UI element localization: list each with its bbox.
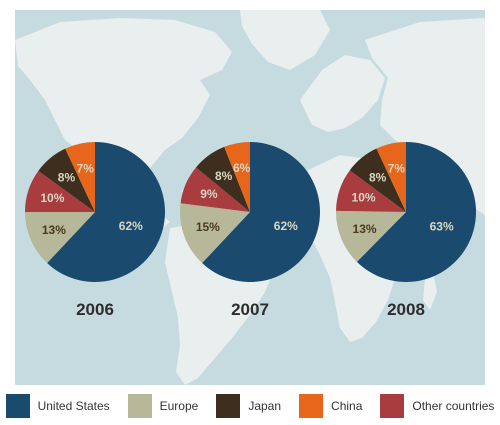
- pie-2007-slice-europe: [179, 203, 250, 264]
- pie-2007-slice-other-countries: [180, 167, 250, 212]
- legend-item-united-states: United States: [5, 394, 110, 418]
- madagascar-shape: [423, 272, 437, 310]
- europe-shape: [300, 55, 385, 132]
- pie-2006-slice-japan: [38, 148, 95, 212]
- legend-swatch-united-states: [5, 394, 30, 418]
- pie-2007-label-japan: 8%: [215, 169, 233, 183]
- legend-swatch-europe: [127, 394, 152, 418]
- legend-label-china: China: [331, 399, 363, 413]
- pie-2006-label-china: 7%: [77, 161, 95, 175]
- pie-2008-slice-europe: [336, 210, 406, 262]
- legend-label-japan: Japan: [248, 399, 282, 413]
- pie-charts-group: 62%13%10%8%7%200662%15%9%8%6%200763%13%1…: [25, 142, 477, 319]
- pie-2008-label-europe: 13%: [353, 222, 377, 236]
- pie-2008-slice-japan: [349, 148, 406, 212]
- legend-item-other-countries: Other countries: [380, 394, 494, 418]
- pie-2006-slice-united-states: [47, 142, 165, 282]
- pie-2006-label-other-countries: 10%: [40, 191, 64, 205]
- greenland-shape: [240, 10, 330, 70]
- pie-2007-slice-china: [224, 142, 250, 212]
- pie-title-2006: 2006: [76, 300, 114, 319]
- legend-item-europe: Europe: [127, 394, 199, 418]
- legend-swatch-japan: [216, 394, 241, 418]
- legend-item-china: China: [299, 394, 362, 418]
- pie-2008-slice-other-countries: [336, 170, 406, 212]
- legend-swatch-other-countries: [380, 394, 405, 418]
- chart-legend: United States Europe Japan China Other c…: [0, 390, 500, 422]
- legend-swatch-china: [299, 394, 324, 418]
- pie-2006-slice-china: [65, 142, 95, 212]
- legend-label-europe: Europe: [159, 399, 199, 413]
- pie-title-2007: 2007: [231, 300, 269, 319]
- pie-2008-label-japan: 8%: [369, 170, 387, 184]
- pie-2007-slice-japan: [196, 146, 250, 212]
- pie-2006-slice-europe: [25, 212, 95, 264]
- pie-2007-slice-united-states: [202, 142, 320, 282]
- pie-2008-label-china: 7%: [388, 161, 406, 175]
- pie-2006-label-united-states: 62%: [119, 219, 143, 233]
- pie-2006-slice-other-countries: [25, 170, 95, 212]
- pie-2008-slice-china: [376, 142, 406, 212]
- pie-2008-label-other-countries: 10%: [352, 191, 376, 205]
- pie-2007-label-europe: 15%: [196, 220, 220, 234]
- legend-label-other-countries: Other countries: [412, 399, 495, 413]
- pie-title-2008: 2008: [387, 300, 425, 319]
- pie-2006-label-europe: 13%: [42, 223, 66, 237]
- pie-2007-label-other-countries: 9%: [200, 187, 218, 201]
- legend-label-united-states: United States: [37, 399, 110, 413]
- pie-2008-slice-united-states: [356, 142, 477, 282]
- pie-2007-label-china: 6%: [233, 161, 251, 175]
- north-america-shape: [15, 18, 232, 184]
- pie-2006-label-japan: 8%: [58, 170, 76, 184]
- pie-2007-label-united-states: 62%: [274, 219, 298, 233]
- pie-2008-label-united-states: 63%: [430, 220, 454, 234]
- legend-item-japan: Japan: [216, 394, 281, 418]
